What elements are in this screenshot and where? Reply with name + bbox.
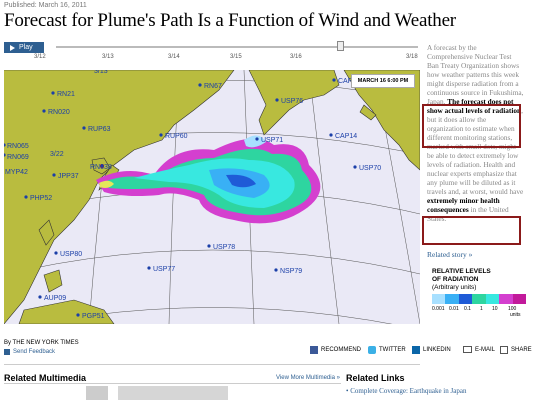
divider <box>4 364 420 365</box>
station-label: USP77 <box>153 266 175 273</box>
station-label: USP78 <box>213 244 235 251</box>
legend-color-bar <box>432 294 526 304</box>
share-button[interactable]: SHARE <box>500 346 532 354</box>
legend-subtitle: (Arbitrary units) <box>432 284 477 291</box>
highlight-minor-health: extremely minor health consequences <box>427 196 500 214</box>
highlight-box <box>422 104 521 148</box>
timeline-date: 3/14 <box>168 54 180 60</box>
legend-tick: 10 <box>492 306 498 312</box>
multimedia-thumbnail[interactable] <box>118 386 228 400</box>
intro-text: A forecast by the Comprehensive Nuclear … <box>427 43 524 106</box>
timeline-date: 3/12 <box>34 54 46 60</box>
legend-title: RELATIVE LEVELS OF RADIATION (Arbitrary … <box>432 268 491 292</box>
legend-tick: 100 <box>508 306 517 312</box>
station-label: RN020 <box>48 109 70 116</box>
credit: By THE NEW YORK TIMES <box>4 340 79 346</box>
map-timestamp: MARCH 16 6:00 PM <box>351 74 415 88</box>
multimedia-thumbnail[interactable] <box>86 386 108 400</box>
timeline-date: 3/13 <box>102 54 114 60</box>
share-label: E-MAIL <box>475 346 496 353</box>
plume-map: RN67 CAP1 RN21 USP76 RN020 RUP63 RUP60 C… <box>4 70 420 324</box>
legend-swatch <box>458 294 473 304</box>
station-label: PGP51 <box>82 313 105 320</box>
share-label: SHARE <box>511 347 532 353</box>
facebook-icon <box>310 346 318 354</box>
station-label: USP80 <box>60 251 82 258</box>
legend-tick: 0.001 <box>432 306 445 312</box>
land <box>4 70 420 324</box>
station-label: RUP60 <box>165 133 188 140</box>
divider <box>4 383 341 384</box>
twitter-icon <box>368 346 376 354</box>
station-label: PHP52 <box>30 195 52 202</box>
play-icon <box>10 44 15 51</box>
station-label: AUP09 <box>44 295 66 302</box>
view-more-multimedia-link[interactable]: View More Multimedia » <box>276 375 340 381</box>
date-label: 3/13 <box>94 70 108 75</box>
timeline-date: 3/18 <box>406 54 418 60</box>
legend-swatch <box>499 294 513 304</box>
page-title: Forecast for Plume's Path Is a Function … <box>4 10 456 31</box>
station-label: RN069 <box>7 154 29 161</box>
timeline-slider-handle[interactable] <box>337 41 344 51</box>
station-label: USP71 <box>261 137 283 144</box>
share-icon <box>500 346 508 354</box>
related-story-link[interactable]: Related story » <box>427 250 473 259</box>
send-feedback-link[interactable]: Send Feedback <box>4 349 55 355</box>
legend-swatch <box>472 294 486 304</box>
radiation-plume <box>96 135 321 224</box>
feedback-icon <box>4 349 10 355</box>
play-label: Play <box>19 44 33 51</box>
related-links-heading: Related Links <box>346 373 405 383</box>
legend-unit: units <box>510 312 521 318</box>
station-label: RN21 <box>57 91 75 98</box>
related-link-text: Complete Coverage: Earthquake in Japan <box>350 387 467 395</box>
share-label: TWITTER <box>379 347 406 353</box>
email-button[interactable]: E-MAIL <box>463 346 495 353</box>
legend-swatch <box>445 294 459 304</box>
linkedin-button[interactable]: LINKEDIN <box>412 346 451 354</box>
share-label: RECOMMEND <box>321 347 361 353</box>
share-label: LINKEDIN <box>423 347 451 353</box>
recommend-button[interactable]: RECOMMEND <box>310 346 361 354</box>
station-label: RN67 <box>204 83 222 90</box>
station-label: JPP37 <box>58 173 79 180</box>
legend-tick: 1 <box>480 306 483 312</box>
station-label: RN065 <box>7 143 29 150</box>
station-label: RN038 <box>90 164 112 171</box>
legend-swatch <box>512 294 526 304</box>
published-date: Published: March 16, 2011 <box>4 2 87 9</box>
related-link-item[interactable]: • Complete Coverage: Earthquake in Japan <box>346 387 467 395</box>
legend-tick: 0.1 <box>464 306 471 312</box>
station-label: MYP42 <box>5 169 28 176</box>
station-label: CAP14 <box>335 133 357 140</box>
highlight-box <box>422 216 521 245</box>
timeline-date: 3/15 <box>230 54 242 60</box>
legend-swatch <box>432 294 446 304</box>
legend-title-line: RELATIVE LEVELS <box>432 268 491 275</box>
linkedin-icon <box>412 346 420 354</box>
play-button[interactable]: Play <box>4 42 44 53</box>
legend-tick: 0.01 <box>449 306 459 312</box>
station-label: CAP1 <box>338 78 356 85</box>
stations: RN67 CAP1 RN21 USP76 RN020 RUP63 RUP60 C… <box>4 70 381 320</box>
email-icon <box>463 346 472 353</box>
twitter-button[interactable]: TWITTER <box>368 346 406 354</box>
timeline-dates: 3/12 3/13 3/14 3/15 3/16 3/18 <box>4 53 420 63</box>
highlight-not-actual: The forecast does not show actual levels… <box>427 97 522 115</box>
station-label: USP76 <box>281 98 303 105</box>
station-label: USP70 <box>359 165 381 172</box>
legend-title-line: OF RADIATION <box>432 276 479 283</box>
timeline-track[interactable] <box>56 46 418 48</box>
timeline-date: 3/16 <box>290 54 302 60</box>
end-text: in the United States. <box>427 205 509 223</box>
legend-ticks: 0.001 0.01 0.1 1 10 100 units <box>432 306 528 318</box>
feedback-label: Send Feedback <box>13 349 56 355</box>
legend-swatch <box>485 294 500 304</box>
station-label: NSP79 <box>280 268 302 275</box>
station-label: RUP63 <box>88 126 111 133</box>
date-label: 3/22 <box>50 151 64 158</box>
related-multimedia-heading: Related Multimedia <box>4 373 87 383</box>
